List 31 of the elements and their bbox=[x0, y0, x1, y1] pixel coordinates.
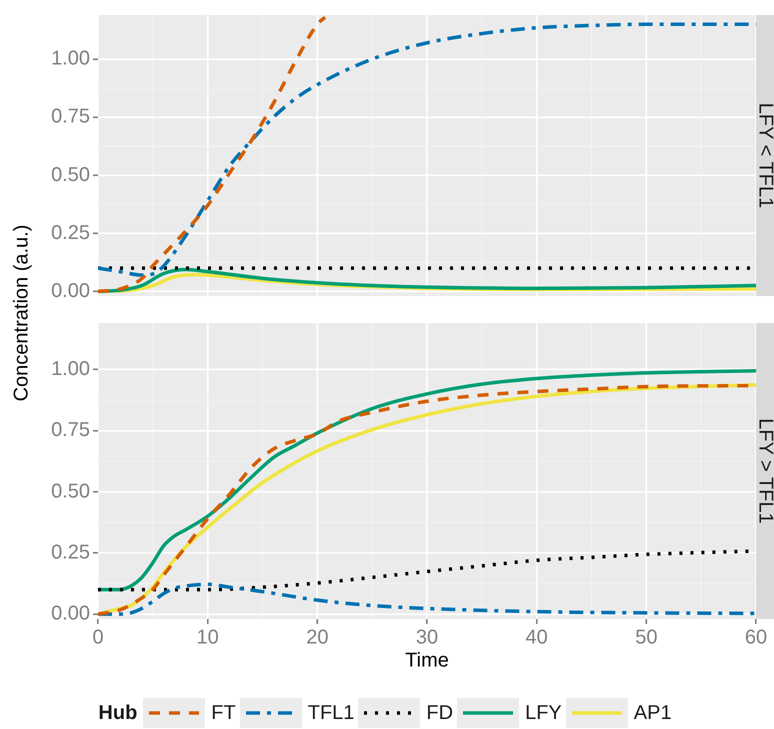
y-tick-label: 0.75 bbox=[51, 419, 90, 442]
legend-label: TFL1 bbox=[308, 702, 354, 724]
legend-label: FD bbox=[426, 702, 454, 724]
y-tick-label: 0.00 bbox=[51, 602, 90, 625]
x-tick-label: 20 bbox=[306, 626, 328, 649]
y-tick-label: 0.50 bbox=[51, 164, 90, 186]
x-tick-label: 40 bbox=[526, 626, 548, 649]
legend-title: Hub bbox=[98, 702, 138, 724]
legend-label: FT bbox=[211, 702, 236, 724]
legend-label: LFY bbox=[525, 702, 562, 724]
x-tick-label: 30 bbox=[416, 626, 438, 649]
y-tick-label: 0.25 bbox=[51, 541, 90, 564]
text: LFY < TFL1 bbox=[754, 102, 774, 208]
line-series bbox=[98, 16, 327, 294]
text: LFY > TFL1 bbox=[754, 418, 774, 524]
y-tick-label: 0.50 bbox=[51, 480, 90, 502]
y-axis-title: Concentration (a.u.) bbox=[10, 224, 34, 402]
x-tick-label: 10 bbox=[196, 626, 219, 649]
line-series bbox=[98, 368, 756, 592]
legend-label: AP1 bbox=[634, 702, 672, 724]
x-axis-title: Time bbox=[405, 650, 449, 672]
y-tick-label: 0.75 bbox=[51, 106, 90, 128]
y-tick-label: 1.00 bbox=[51, 358, 90, 380]
line-series bbox=[98, 582, 756, 616]
x-tick-label: 50 bbox=[635, 626, 658, 649]
y-tick-label: 0.00 bbox=[51, 280, 90, 302]
x-tick-label: 0 bbox=[92, 626, 104, 649]
y-tick-label: 1.00 bbox=[51, 48, 90, 70]
y-tick-label: 0.25 bbox=[51, 222, 90, 244]
line-series bbox=[98, 22, 756, 277]
x-tick-label: 60 bbox=[744, 626, 768, 649]
